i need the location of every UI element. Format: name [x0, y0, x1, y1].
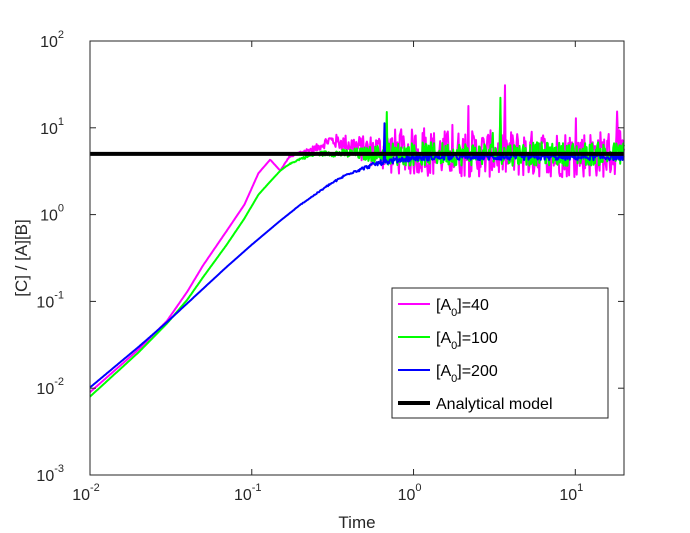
legend-label: Analytical model [436, 396, 553, 413]
legend-label: [A0]=40 [436, 297, 489, 319]
y-tick-label: 101 [40, 116, 64, 138]
ticks-layer: 10-2 10-1 100 101 10-3 10-2 10-1 100 101 102 [36, 29, 624, 504]
y-tick-label: 10-3 [36, 463, 64, 485]
y-axis-title: [C] / [A][B] [12, 219, 31, 296]
y-tick-label: 102 [40, 29, 64, 51]
x-tick-label: 10-1 [234, 482, 262, 504]
series-layer [89, 84, 625, 398]
legend[interactable]: [A0]=40 [A0]=100 [A0]=200 Analytical model [391, 287, 609, 419]
plot-frame [89, 40, 625, 476]
y-tick-label: 100 [40, 203, 64, 225]
y-tick-label: 10-2 [36, 376, 64, 398]
x-axis-title: Time [338, 513, 375, 532]
x-tick-label: 10-2 [72, 482, 100, 504]
x-tick-label: 101 [559, 482, 583, 504]
legend-label: [A0]=200 [436, 363, 498, 385]
legend-box [391, 287, 609, 419]
legend-entries: [A0]=40 [A0]=100 [A0]=200 Analytical model [398, 297, 553, 413]
y-tick-label: 10-1 [36, 289, 64, 311]
series-line [89, 96, 625, 398]
series-line [89, 122, 625, 389]
x-tick-label: 100 [398, 482, 422, 504]
legend-label: [A0]=100 [436, 330, 498, 352]
